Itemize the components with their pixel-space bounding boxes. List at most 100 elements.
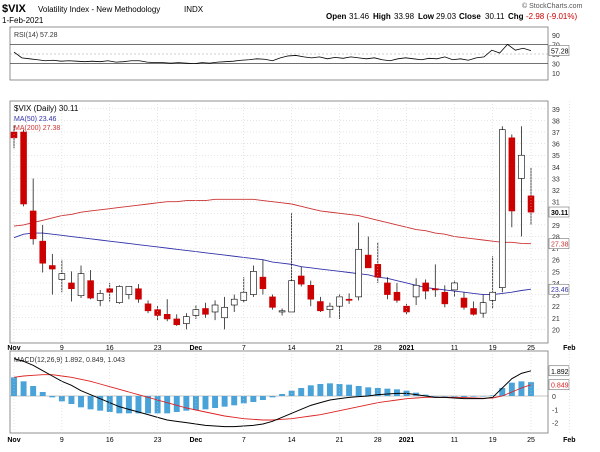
- candle-down: [384, 282, 391, 295]
- price-x-tick-label: 11: [451, 345, 458, 352]
- macd-histogram-bar: [317, 384, 324, 396]
- chart-date: 1-Feb-2021: [2, 16, 44, 25]
- candle-up: [183, 316, 190, 324]
- price-x-tick-label: Feb: [563, 345, 575, 352]
- macd-histogram-bar: [20, 381, 27, 396]
- macd-line: [13, 358, 532, 428]
- candle-up: [116, 286, 123, 303]
- candle-down: [259, 276, 267, 290]
- price-value-label: 27.38: [551, 242, 569, 249]
- macd-histogram-bar: [346, 384, 353, 396]
- macd-x-tick-label: Dec: [189, 437, 202, 444]
- macd-histogram-bar: [221, 396, 228, 407]
- candle-down: [154, 309, 161, 316]
- macd-histogram-bar: [528, 382, 534, 396]
- macd-histogram-bar: [518, 381, 525, 396]
- macd-histogram-bar: [374, 388, 381, 396]
- macd-histogram-bar: [212, 396, 219, 408]
- price-tick-label: 35: [552, 153, 560, 160]
- macd-value-label: 0.849: [551, 383, 569, 390]
- candle-up: [412, 284, 420, 298]
- macd-histogram-bar: [58, 396, 65, 402]
- macd-histogram-bar: [11, 377, 17, 396]
- macd-histogram-bar: [269, 396, 276, 398]
- macd-tick-label: -2: [552, 421, 558, 428]
- macd-x-tick-label: 25: [527, 437, 535, 444]
- open-value: 31.46: [349, 12, 370, 21]
- candle-down: [135, 288, 142, 300]
- ma200-line: [13, 198, 532, 245]
- candle-up: [250, 271, 257, 295]
- candle-up: [499, 129, 506, 288]
- candle-up: [221, 307, 228, 319]
- price-x-tick-label: 2021: [399, 345, 415, 352]
- macd-histogram-bar: [49, 396, 56, 398]
- candle-down: [68, 282, 75, 290]
- macd-histogram-bar: [365, 387, 372, 396]
- price-x-tick-label: 7: [242, 345, 246, 352]
- macd-x-tick-label: 23: [154, 437, 162, 444]
- price-tick-label: 34: [552, 165, 560, 172]
- price-x-tick-label: 16: [106, 345, 114, 352]
- candle-up: [192, 309, 200, 316]
- candle-up: [96, 293, 104, 301]
- candle-down: [317, 301, 324, 312]
- macd-histogram-bar: [116, 396, 123, 414]
- low-value: 29.03: [436, 12, 457, 21]
- macd-x-tick-label: 2021: [399, 437, 415, 444]
- macd-histogram-bar: [68, 396, 75, 404]
- macd-histogram-bar: [470, 396, 477, 397]
- macd-x-tick-label: 14: [288, 437, 296, 444]
- close-value: 30.11: [485, 12, 505, 21]
- x-axis-labels: NovNov9916162323DecDec771414212128282021…: [7, 101, 576, 444]
- macd-histogram-bar: [489, 395, 496, 396]
- candle-down: [144, 303, 152, 312]
- rsi-value-box: [548, 45, 570, 56]
- price-x-tick-label: 9: [60, 345, 64, 352]
- macd-histogram-bar: [326, 383, 333, 396]
- price-x-tick-label: 25: [527, 345, 535, 352]
- exchange: INDX: [184, 5, 204, 14]
- price-x-tick-label: Nov: [7, 345, 20, 352]
- price-tick-label: 21: [552, 316, 560, 323]
- macd-x-tick-label: Feb: [563, 437, 575, 444]
- macd-histogram-bar: [393, 389, 400, 396]
- candle-down: [49, 265, 56, 270]
- price-x-tick-label: 23: [154, 345, 162, 352]
- price-x-tick-label: Dec: [189, 345, 202, 352]
- price-title: $VIX (Daily) 30.11: [14, 104, 79, 113]
- macd-histogram-bar: [298, 388, 305, 396]
- rsi-tick-label: 10: [552, 71, 560, 78]
- macd-histogram-bar: [355, 386, 362, 396]
- macd-histogram-bar: [106, 396, 113, 412]
- candle-down: [269, 296, 276, 308]
- macd-histogram-bar: [154, 396, 161, 414]
- price-legend-entry: MA(50) 23.46: [14, 116, 57, 123]
- macd-histogram-bar: [432, 396, 439, 397]
- candle-up: [326, 305, 334, 310]
- macd-histogram-bar: [183, 396, 190, 411]
- price-tick-label: 29: [552, 223, 560, 230]
- candle-up: [451, 282, 458, 291]
- rsi-value-label: 57.28: [551, 49, 569, 56]
- macd-title: MACD(12,26,9) 1.892, 0.849, 1.043: [14, 357, 125, 364]
- price-tick-label: 28: [552, 235, 560, 242]
- price-value-box: [548, 206, 570, 218]
- close-label: Close: [459, 12, 481, 21]
- candle-down: [431, 288, 439, 291]
- price-chart: 2021222324252627282930313233343536373839…: [10, 104, 570, 334]
- macd-histogram-bar: [279, 394, 286, 396]
- price-legend-entry: MA(200) 27.38: [14, 125, 60, 132]
- candle-up: [355, 248, 362, 298]
- macd-value-label: 1.892: [551, 369, 569, 376]
- chg-value: -2.98 (-9.01%): [526, 12, 577, 21]
- macd-histogram-bar: [499, 388, 506, 396]
- price-tick-label: 36: [552, 142, 560, 149]
- price-x-tick-label: 14: [288, 345, 296, 352]
- candle-down: [470, 308, 477, 315]
- macd-histogram-bar: [164, 396, 171, 414]
- high-value: 33.98: [394, 12, 415, 21]
- candle-up: [230, 298, 238, 306]
